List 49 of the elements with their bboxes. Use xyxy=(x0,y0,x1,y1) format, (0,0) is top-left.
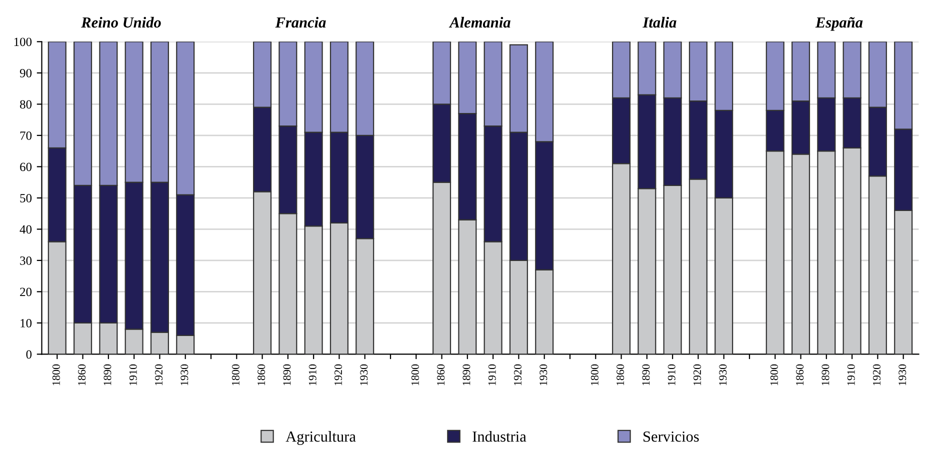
y-tick-label: 0 xyxy=(26,350,32,359)
x-tick-label: 1930 xyxy=(360,364,368,386)
x-tick-label: 1910 xyxy=(308,364,316,386)
y-tick-label: 100 xyxy=(14,38,32,46)
x-tick-label: 1930 xyxy=(180,364,188,386)
text: Francia xyxy=(275,16,326,28)
legend-label: Agricultura xyxy=(286,431,356,445)
text: España xyxy=(815,17,863,31)
x-tick-label: 1800 xyxy=(52,364,60,386)
x-tick-label: 1800 xyxy=(590,364,598,386)
y-tick-label: 80 xyxy=(20,100,32,109)
y-tick-label: 40 xyxy=(20,225,32,234)
x-tick-label: 1910 xyxy=(488,364,496,386)
x-tick-label: 1920 xyxy=(872,364,880,386)
x-tick-label: 1930 xyxy=(540,364,548,386)
x-tick-label: 1800 xyxy=(770,364,778,386)
x-tick-label: 1910 xyxy=(129,364,137,386)
x-tick-label: 1920 xyxy=(334,364,342,386)
x-tick-label: 1860 xyxy=(258,364,266,386)
x-tick-label: 1800 xyxy=(411,364,419,386)
x-tick-label: 1890 xyxy=(283,364,291,386)
x-tick-label: 1800 xyxy=(232,364,240,386)
y-tick-label: 70 xyxy=(20,131,32,140)
text: Alemania xyxy=(448,16,510,28)
x-tick-label: 1890 xyxy=(642,364,650,386)
text: Reino Unido xyxy=(81,16,161,28)
y-tick-label: 90 xyxy=(20,68,32,78)
x-tick-label: 1910 xyxy=(668,364,676,386)
text: Italia xyxy=(642,16,676,28)
x-tick-label: 1860 xyxy=(616,364,624,386)
y-tick-label: 10 xyxy=(20,318,32,328)
x-tick-label: 1860 xyxy=(78,364,86,386)
x-tick-label: 1860 xyxy=(796,364,804,386)
x-tick-label: 1930 xyxy=(719,364,727,386)
x-tick-label: 1930 xyxy=(898,364,906,386)
x-tick-label: 1920 xyxy=(154,364,162,386)
y-tick-label: 60 xyxy=(20,162,32,172)
x-tick-label: 1890 xyxy=(104,364,112,386)
legend-label: Servicios xyxy=(644,431,699,442)
x-tick-label: 1860 xyxy=(437,364,445,386)
x-tick-label: 1920 xyxy=(514,364,522,386)
x-tick-label: 1910 xyxy=(847,364,855,386)
x-tick-label: 1890 xyxy=(462,364,470,386)
x-tick-label: 1920 xyxy=(693,364,701,386)
x-tick-label: 1890 xyxy=(822,364,830,386)
y-tick-label: 50 xyxy=(20,194,32,202)
y-tick-label: 30 xyxy=(20,256,32,265)
legend-label: Industria xyxy=(472,431,526,442)
y-tick-label: 20 xyxy=(20,288,32,296)
